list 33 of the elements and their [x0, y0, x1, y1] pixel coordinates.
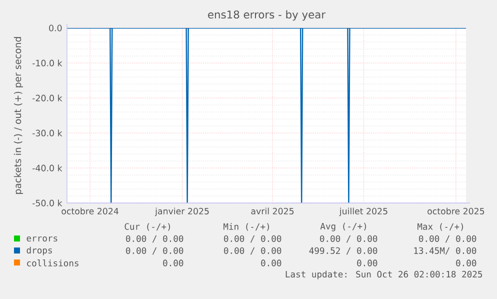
legend-label: drops	[26, 246, 52, 256]
y-tick-label: 0.0	[49, 24, 62, 32]
x-tick-label: octobre 2024	[62, 208, 118, 214]
text: 0.00	[163, 260, 184, 266]
text: Min (-/+)	[224, 223, 270, 231]
legend-label: collisions	[27, 260, 78, 266]
text: 0.00 / 0.00	[320, 235, 378, 243]
text: Last update: Sun Oct 26 02:00:18 2025	[286, 270, 482, 280]
chart-title: ens18 errors - by year	[208, 10, 326, 21]
y-axis-title: packets in (-) / out (+) per second	[14, 37, 23, 194]
y-tick-label: -50.0 k	[32, 200, 62, 206]
x-tick-label: juillet 2025	[339, 208, 388, 216]
y-tick-label: -10.0 k	[32, 60, 62, 66]
y-tick-label: -20.0 k	[32, 94, 62, 102]
x-tick-label: octobre 2025	[428, 208, 484, 214]
text: 0.00 / 0.00	[224, 235, 282, 243]
text: Max (-/+)	[418, 223, 464, 231]
text: 0.00 / 0.00	[419, 235, 476, 243]
text: 499.52 / 0.00	[309, 247, 378, 255]
text: Avg (-/+)	[320, 222, 366, 232]
y-tick-label: -30.0 k	[32, 130, 62, 136]
x-tick-label: janvier 2025	[154, 208, 209, 216]
text: Cur (-/+)	[124, 223, 170, 231]
y-tick-label: -40.0 k	[32, 164, 62, 172]
x-tick-label: avril 2025	[251, 208, 294, 214]
text: 0.00	[456, 260, 476, 266]
text: 0.00	[261, 260, 282, 266]
text: 0.00 / 0.00	[126, 235, 184, 243]
legend-label: errors	[26, 236, 58, 242]
text: 0.00	[357, 260, 378, 266]
text: 0.00 / 0.00	[224, 247, 282, 255]
text: 0.00 / 0.00	[126, 247, 184, 255]
text: 13.45M/ 0.00	[414, 247, 476, 255]
